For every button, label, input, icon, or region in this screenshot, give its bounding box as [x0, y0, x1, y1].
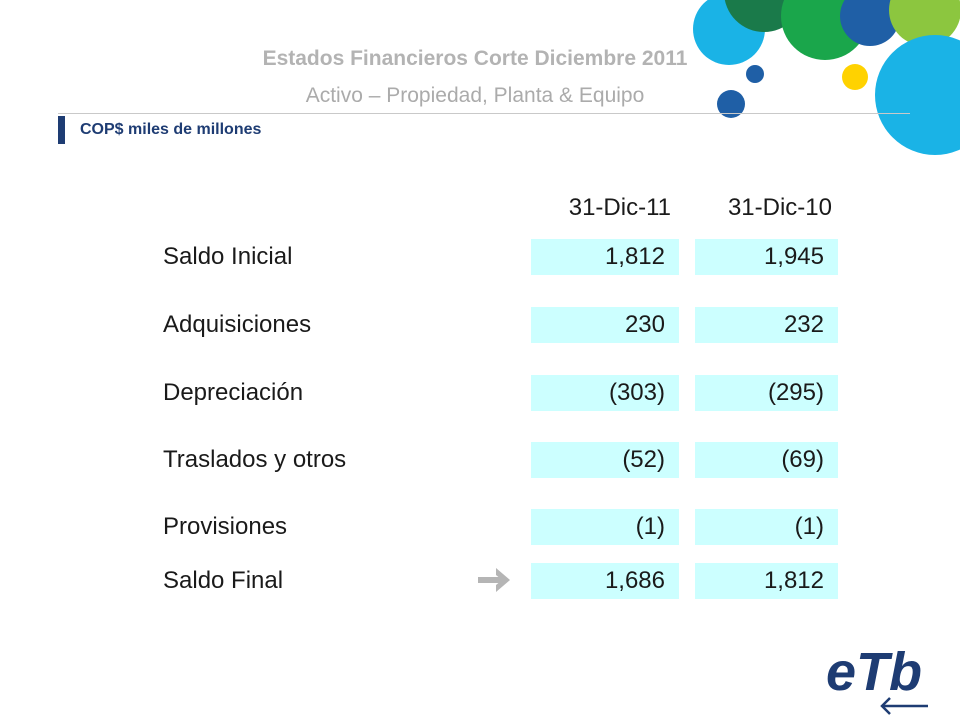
- value-cell-2010: 1,945: [695, 239, 838, 275]
- value-cell-2010: (295): [695, 375, 838, 411]
- logo-left-arrow-icon: [880, 697, 891, 715]
- page-title: Estados Financieros Corte Diciembre 2011: [262, 47, 688, 70]
- row-label: Saldo Final: [163, 567, 284, 594]
- circle-dark-blue: [840, 0, 900, 46]
- row-label: Adquisiciones: [163, 311, 312, 338]
- units-label: COP$ miles de millones: [80, 121, 262, 138]
- etb-logo: eTb: [826, 642, 928, 715]
- value-cell-2011: 1,686: [531, 563, 679, 599]
- value-cell-2011: 1,812: [531, 239, 679, 275]
- value-cell-2010: (1): [695, 509, 838, 545]
- value-cell-2011: 230: [531, 307, 679, 343]
- value-cell-2011: (1): [531, 509, 679, 545]
- column-header-2010: 31-Dic-10: [727, 194, 832, 221]
- row-label: Traslados y otros: [163, 446, 347, 473]
- right-arrow-icon: [478, 568, 510, 592]
- value-cell-2010: 1,812: [695, 563, 838, 599]
- page-subtitle: Activo – Propiedad, Planta & Equipo: [305, 84, 645, 107]
- column-header-2011: 31-Dic-11: [568, 194, 671, 221]
- value-cell-2011: (52): [531, 442, 679, 478]
- row-label: Saldo Inicial: [163, 243, 293, 270]
- value-cell-2010: 232: [695, 307, 838, 343]
- header-divider: [58, 113, 910, 114]
- value-cell-2010: (69): [695, 442, 838, 478]
- circle-dark-green: [724, 0, 804, 32]
- row-label: Depreciación: [163, 379, 304, 406]
- value-cell-2011: (303): [531, 375, 679, 411]
- row-label: Provisiones: [163, 513, 288, 540]
- etb-logo-text: eTb: [826, 642, 922, 702]
- accent-bar: [58, 116, 65, 144]
- circle-lime: [889, 0, 960, 46]
